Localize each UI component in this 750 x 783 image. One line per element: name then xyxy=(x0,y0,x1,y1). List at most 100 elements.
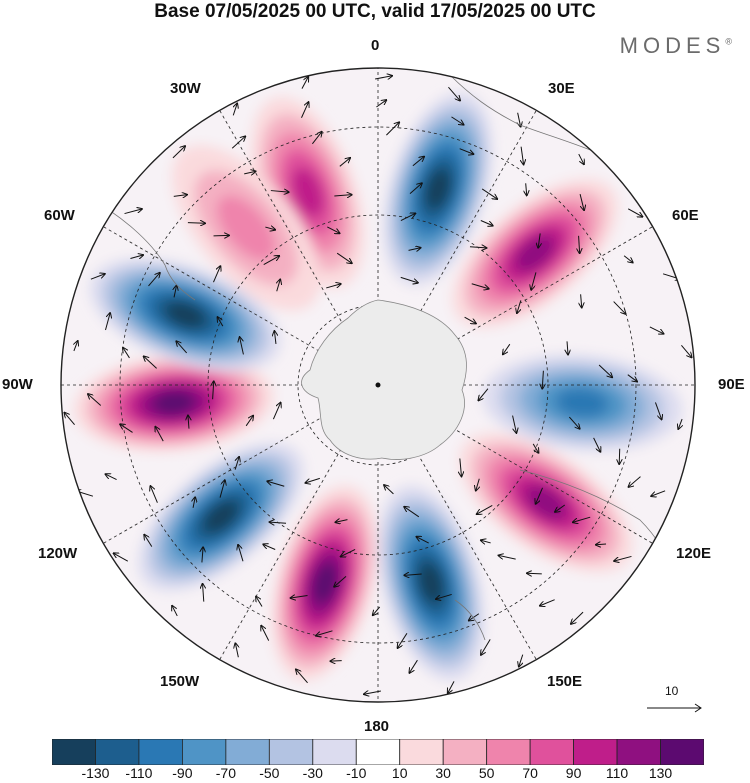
wind-arrow xyxy=(261,626,270,641)
wind-arrow xyxy=(235,643,238,658)
wind-arrow xyxy=(478,388,489,401)
wind-arrow xyxy=(614,555,632,561)
colorbar-box xyxy=(355,739,401,765)
colorbar-box xyxy=(181,739,227,765)
wind-arrow xyxy=(203,584,204,602)
wind-arrow xyxy=(400,276,418,282)
wind-arrow xyxy=(265,227,275,230)
lon-label-120w: 120W xyxy=(38,545,78,562)
wind-arrow xyxy=(213,266,220,283)
wind-arrow xyxy=(327,226,339,233)
wind-arrow xyxy=(150,486,158,503)
colorbar-tick-label: 110 xyxy=(605,765,629,781)
colorbar-tick-label: 30 xyxy=(435,765,451,781)
lon-label-60w: 60W xyxy=(44,207,75,224)
lon-label-90e: 90E xyxy=(718,376,745,393)
wind-arrow xyxy=(593,437,601,452)
wind-arrow xyxy=(568,416,579,429)
wind-arrow xyxy=(448,681,455,693)
wind-arrow xyxy=(144,356,157,369)
wind-arrow xyxy=(296,669,308,684)
wind-arrow xyxy=(409,659,418,673)
wind-arrow xyxy=(521,146,523,165)
colorbar-box xyxy=(268,739,314,765)
wind-arrow xyxy=(480,220,493,225)
wind-arrow xyxy=(330,661,342,662)
colorbar-box xyxy=(442,739,488,765)
wind-arrow xyxy=(527,573,542,574)
wind-arrow xyxy=(326,284,340,289)
wind-arrow xyxy=(412,157,424,167)
colorbar-box xyxy=(399,739,444,765)
wind-arrow xyxy=(386,122,399,136)
colorbar-tick-label: -70 xyxy=(215,765,236,781)
wind-arrow xyxy=(398,633,408,648)
wind-arrow xyxy=(339,158,350,167)
wind-arrow xyxy=(120,424,133,433)
wind-arrow xyxy=(681,344,691,357)
wind-arrow xyxy=(408,248,421,251)
wind-arrow xyxy=(384,485,394,495)
anomaly-contour xyxy=(418,562,444,604)
wind-arrow xyxy=(416,537,429,544)
wind-arrow xyxy=(613,301,626,314)
wind-arrow xyxy=(579,193,584,210)
wind-arrow xyxy=(64,413,75,426)
lon-label-60e: 60E xyxy=(672,207,699,224)
anomaly-contour xyxy=(312,562,338,604)
wind-arrow xyxy=(301,77,308,89)
wind-arrow xyxy=(311,132,321,145)
colorbar-box xyxy=(225,739,270,765)
wind-arrow xyxy=(244,171,255,173)
wind-arrow xyxy=(519,654,523,667)
wind-arrow xyxy=(218,317,224,327)
map-boundary xyxy=(60,67,696,703)
wind-arrow xyxy=(272,403,280,420)
wind-arrow xyxy=(538,233,540,247)
wind-arrow xyxy=(231,136,245,149)
colorbar-tick-label: -50 xyxy=(259,765,280,781)
vector-reference-label: 10 xyxy=(665,684,679,698)
wind-arrow xyxy=(373,606,381,615)
wind-arrow xyxy=(90,274,105,280)
wind-arrow xyxy=(629,476,641,487)
wind-arrow xyxy=(627,208,642,217)
wind-arrow xyxy=(651,490,666,496)
wind-arrow xyxy=(219,480,225,498)
wind-arrow xyxy=(376,100,386,108)
lon-label-0: 0 xyxy=(371,37,380,54)
wind-arrow xyxy=(404,574,422,575)
wind-arrow xyxy=(448,86,460,100)
wind-arrow xyxy=(526,183,527,195)
wind-arrow xyxy=(291,596,308,599)
wind-arrow xyxy=(202,547,203,563)
wind-arrow xyxy=(540,599,555,606)
new-zealand-coast xyxy=(454,599,486,641)
wind-arrow xyxy=(512,415,517,433)
antarctica xyxy=(301,299,467,460)
wind-arrow xyxy=(571,611,584,624)
wind-arrow xyxy=(124,209,142,215)
wind-arrow xyxy=(172,606,178,617)
wind-arrow xyxy=(105,313,110,331)
wind-arrow xyxy=(436,593,452,599)
lon-label-30e: 30E xyxy=(548,80,575,97)
lon-label-150w: 150W xyxy=(160,673,200,690)
colorbar-tick-label: -110 xyxy=(125,765,153,781)
wind-arrow xyxy=(106,474,117,481)
colorbar-box xyxy=(95,739,140,765)
wind-arrow xyxy=(578,153,584,164)
wind-arrow xyxy=(334,575,347,586)
wind-arrow xyxy=(532,443,538,453)
wind-arrow xyxy=(536,487,543,504)
colorbar-tick-label: 130 xyxy=(648,765,673,781)
colorbar-tick-label: 70 xyxy=(522,765,538,781)
wind-arrow xyxy=(188,416,189,429)
lon-label-90w: 90W xyxy=(2,376,33,393)
wind-arrow xyxy=(481,540,491,543)
anomaly-contour xyxy=(165,301,206,329)
wind-arrow xyxy=(596,544,607,545)
wind-vectors xyxy=(64,76,691,694)
wind-arrow xyxy=(649,326,664,334)
